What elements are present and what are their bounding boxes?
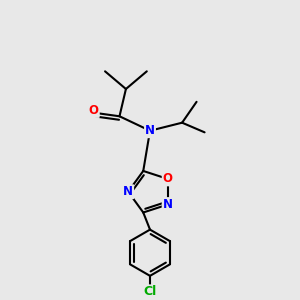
Text: O: O: [163, 172, 173, 185]
Text: N: N: [163, 198, 173, 211]
Text: Cl: Cl: [143, 285, 157, 298]
Text: O: O: [89, 104, 99, 117]
Text: N: N: [123, 185, 133, 198]
Text: N: N: [145, 124, 155, 137]
